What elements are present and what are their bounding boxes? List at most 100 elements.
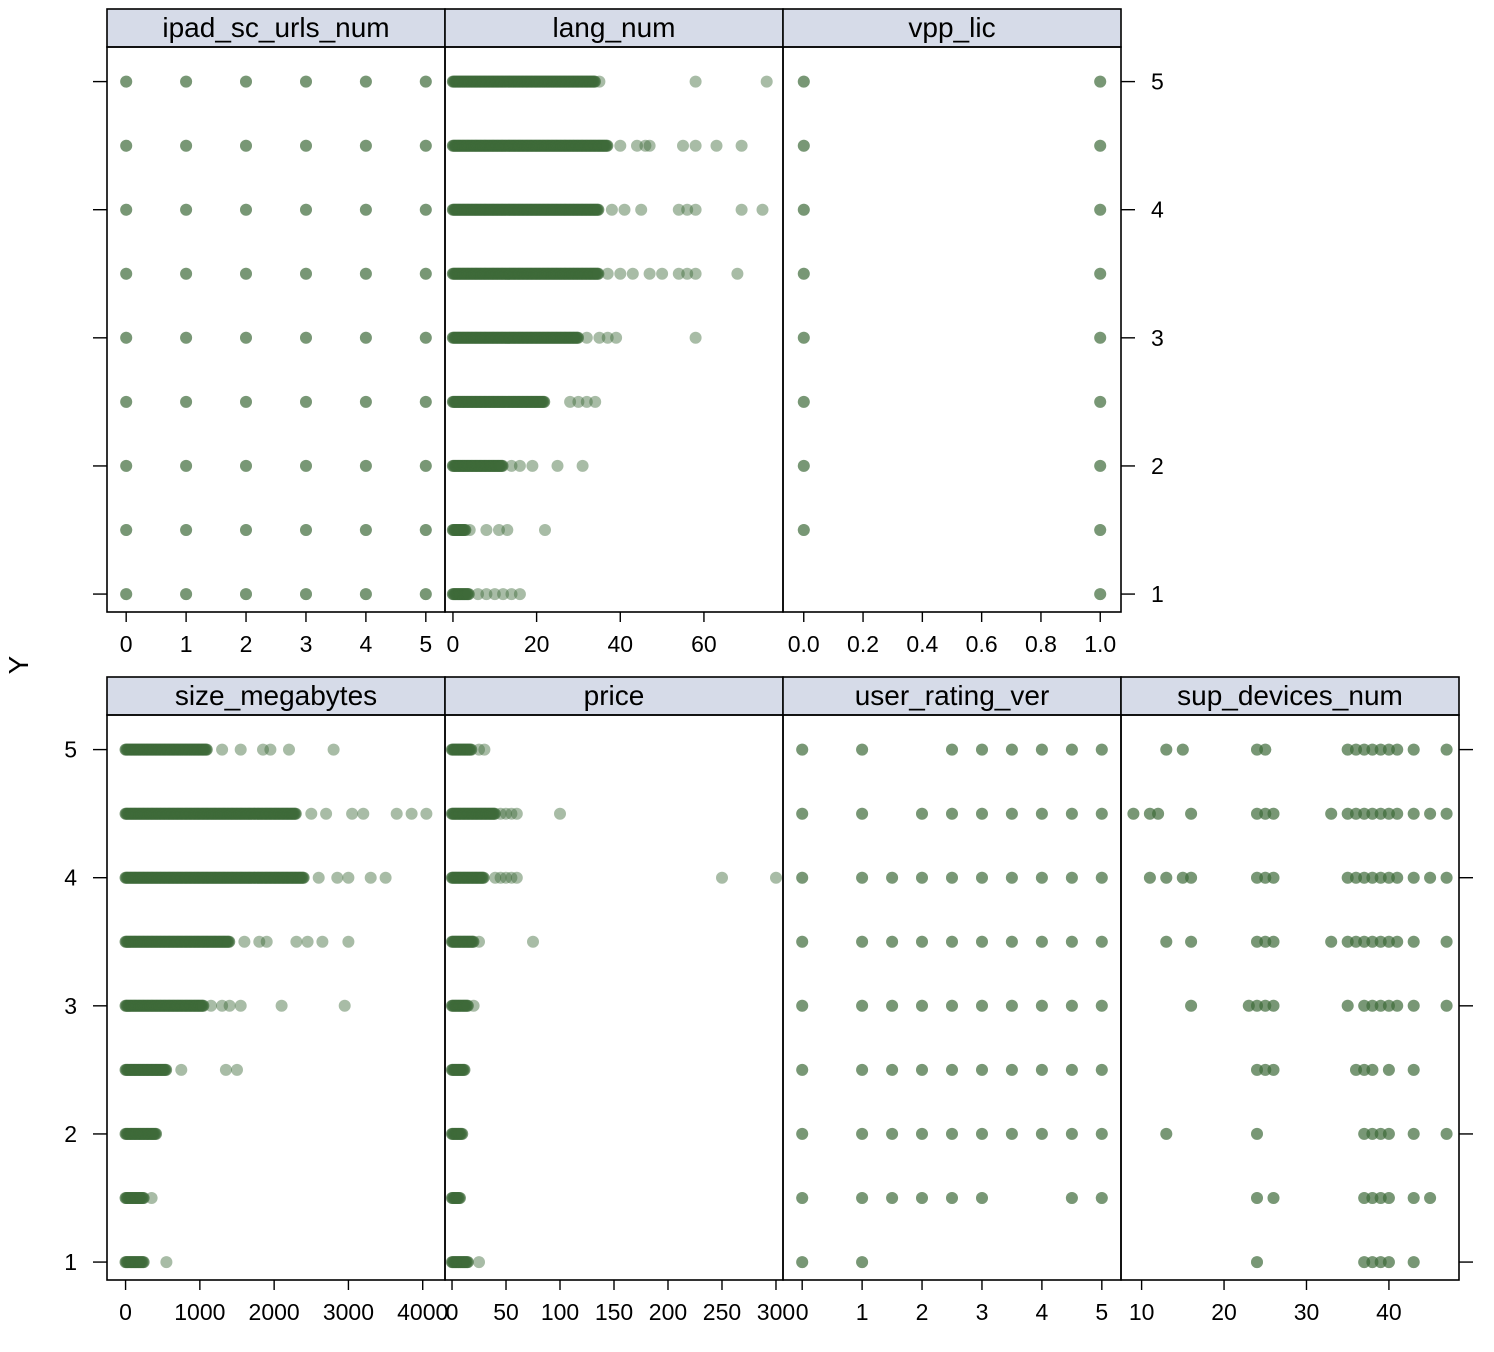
data-point: [1185, 871, 1198, 884]
data-point: [559, 139, 572, 152]
data-point: [731, 267, 744, 280]
data-point: [461, 75, 474, 88]
data-point: [469, 75, 482, 88]
data-point: [561, 139, 574, 152]
data-point: [525, 139, 538, 152]
data-point: [578, 75, 591, 88]
data-point: [484, 139, 497, 152]
data-point: [1094, 75, 1107, 88]
data-point: [497, 75, 510, 88]
data-point: [240, 395, 252, 408]
data-point: [563, 139, 575, 152]
data-point: [1407, 871, 1420, 884]
data-point: [454, 139, 467, 152]
data-point: [478, 75, 491, 88]
data-point: [120, 203, 133, 216]
data-point: [517, 75, 530, 88]
data-point: [449, 139, 462, 152]
data-point: [540, 75, 553, 88]
data-point: [635, 203, 648, 216]
data-point: [541, 75, 554, 88]
data-point: [512, 75, 525, 88]
data-point: [536, 75, 548, 88]
x-tick-label: 40: [1376, 1299, 1402, 1325]
data-point: [1127, 807, 1140, 820]
data-point: [593, 75, 606, 88]
x-tick-label: 1: [180, 631, 193, 657]
data-point: [300, 75, 312, 88]
data-point: [493, 139, 506, 152]
data-point: [576, 459, 589, 472]
x-tick-label: 4: [1035, 1299, 1048, 1325]
data-point: [240, 203, 252, 216]
data-point: [550, 75, 563, 88]
data-point: [554, 75, 566, 88]
data-point: [476, 75, 489, 88]
data-point: [137, 1256, 150, 1269]
data-point: [465, 139, 477, 152]
data-point: [485, 139, 498, 152]
data-point: [523, 139, 536, 152]
data-point: [549, 139, 562, 152]
data-point: [529, 75, 542, 88]
data-point: [489, 75, 502, 88]
data-point: [564, 75, 577, 88]
data-point: [556, 139, 569, 152]
data-point: [555, 139, 568, 152]
data-point: [1424, 807, 1437, 820]
data-point: [160, 1063, 173, 1076]
data-point: [478, 743, 491, 756]
data-point: [481, 75, 494, 88]
points-sup-devices-num: [1127, 743, 1453, 1269]
data-point: [419, 75, 432, 88]
data-point: [180, 75, 193, 88]
panel-ipad-sc-urls-num: ipad_sc_urls_num 0 1 2 3 4 5: [93, 8, 446, 657]
data-point: [534, 75, 547, 88]
data-point: [534, 139, 547, 152]
data-point: [1259, 743, 1272, 756]
data-point: [796, 1063, 809, 1076]
data-point: [470, 75, 483, 88]
data-point: [457, 75, 470, 88]
data-point: [528, 139, 541, 152]
data-point: [300, 331, 312, 344]
data-point: [486, 139, 499, 152]
data-point: [946, 1063, 958, 1076]
data-point: [505, 139, 518, 152]
x-tick-label: 4: [359, 631, 372, 657]
data-point: [1095, 807, 1108, 820]
data-point: [476, 139, 489, 152]
data-point: [463, 75, 476, 88]
data-point: [489, 139, 502, 152]
data-point: [502, 75, 515, 88]
data-point: [300, 588, 312, 601]
data-point: [529, 139, 542, 152]
data-point: [359, 524, 372, 536]
panel-price: price 0 50 100 150 200 250 300: [444, 676, 795, 1325]
data-point: [359, 203, 372, 216]
data-point: [506, 75, 519, 88]
data-point: [577, 139, 590, 152]
y-tick-label: 4: [64, 865, 77, 891]
x-tick-label: 0.8: [1025, 631, 1057, 657]
data-point: [539, 139, 552, 152]
data-point: [735, 139, 748, 152]
data-point: [499, 139, 512, 152]
data-point: [359, 139, 372, 152]
data-point: [570, 139, 583, 152]
data-point: [525, 139, 538, 152]
data-point: [419, 588, 432, 601]
data-point: [419, 139, 432, 152]
data-point: [180, 75, 193, 88]
y-tick-label: 2: [64, 1121, 77, 1147]
x-axis-price: 0 50 100 150 200 250 300: [446, 1280, 795, 1325]
data-point: [526, 139, 539, 152]
data-point: [1366, 1063, 1379, 1076]
data-point: [419, 524, 432, 536]
data-point: [532, 75, 545, 88]
data-point: [486, 139, 499, 152]
data-point: [483, 75, 495, 88]
data-point: [240, 524, 252, 536]
data-point: [557, 139, 570, 152]
data-point: [1440, 807, 1453, 820]
